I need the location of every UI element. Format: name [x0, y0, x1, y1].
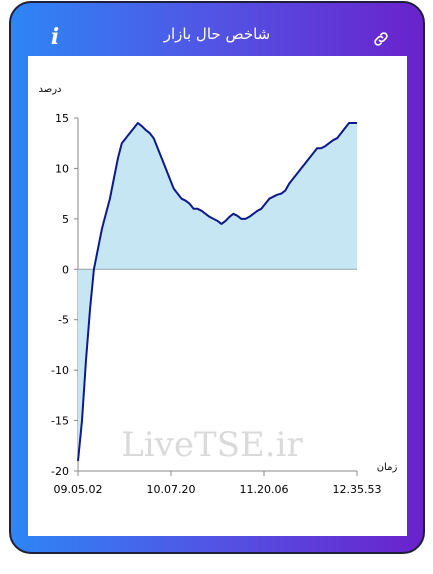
x-axis: 09.05.02 10.07.20 11.20.06 12.35.53	[54, 470, 382, 496]
page-title: شاخص حال بازار	[163, 25, 271, 43]
header-bar: i شاخص حال بازار	[11, 3, 423, 55]
y-tick-label: -15	[51, 415, 69, 428]
x-tick-label: 11.20.06	[240, 483, 289, 496]
y-tick-label: 0	[62, 263, 69, 276]
y-tick-label: -20	[51, 465, 69, 478]
y-tick-label: 10	[55, 162, 69, 175]
y-tick-label: 5	[62, 213, 69, 226]
series-line	[77, 122, 357, 461]
y-tick-label: -10	[51, 364, 69, 377]
y-tick-label: -5	[58, 314, 69, 327]
x-tick-label: 09.05.02	[54, 483, 103, 496]
app-frame: i شاخص حال بازار 15 10 5 0 -5 -10 -15 -20 09.05…	[9, 1, 425, 554]
x-tick-label: 10.07.20	[147, 483, 196, 496]
x-axis-label: زمان	[377, 462, 398, 473]
y-axis-label: درصد	[38, 84, 61, 95]
x-tick-label: 12.35.53	[333, 483, 382, 496]
series-area	[78, 123, 357, 461]
y-axis: 15 10 5 0 -5 -10 -15 -20	[51, 112, 79, 478]
link-icon[interactable]	[372, 30, 390, 48]
market-index-chart: 15 10 5 0 -5 -10 -15 -20 09.05.02 10.07.20 11.20.…	[38, 84, 398, 496]
chart-panel: 15 10 5 0 -5 -10 -15 -20 09.05.02 10.07.20 11.20.…	[28, 56, 407, 536]
y-tick-label: 15	[55, 112, 69, 125]
info-icon[interactable]: i	[50, 24, 60, 50]
watermark: LiveTSE.ir	[121, 425, 303, 465]
